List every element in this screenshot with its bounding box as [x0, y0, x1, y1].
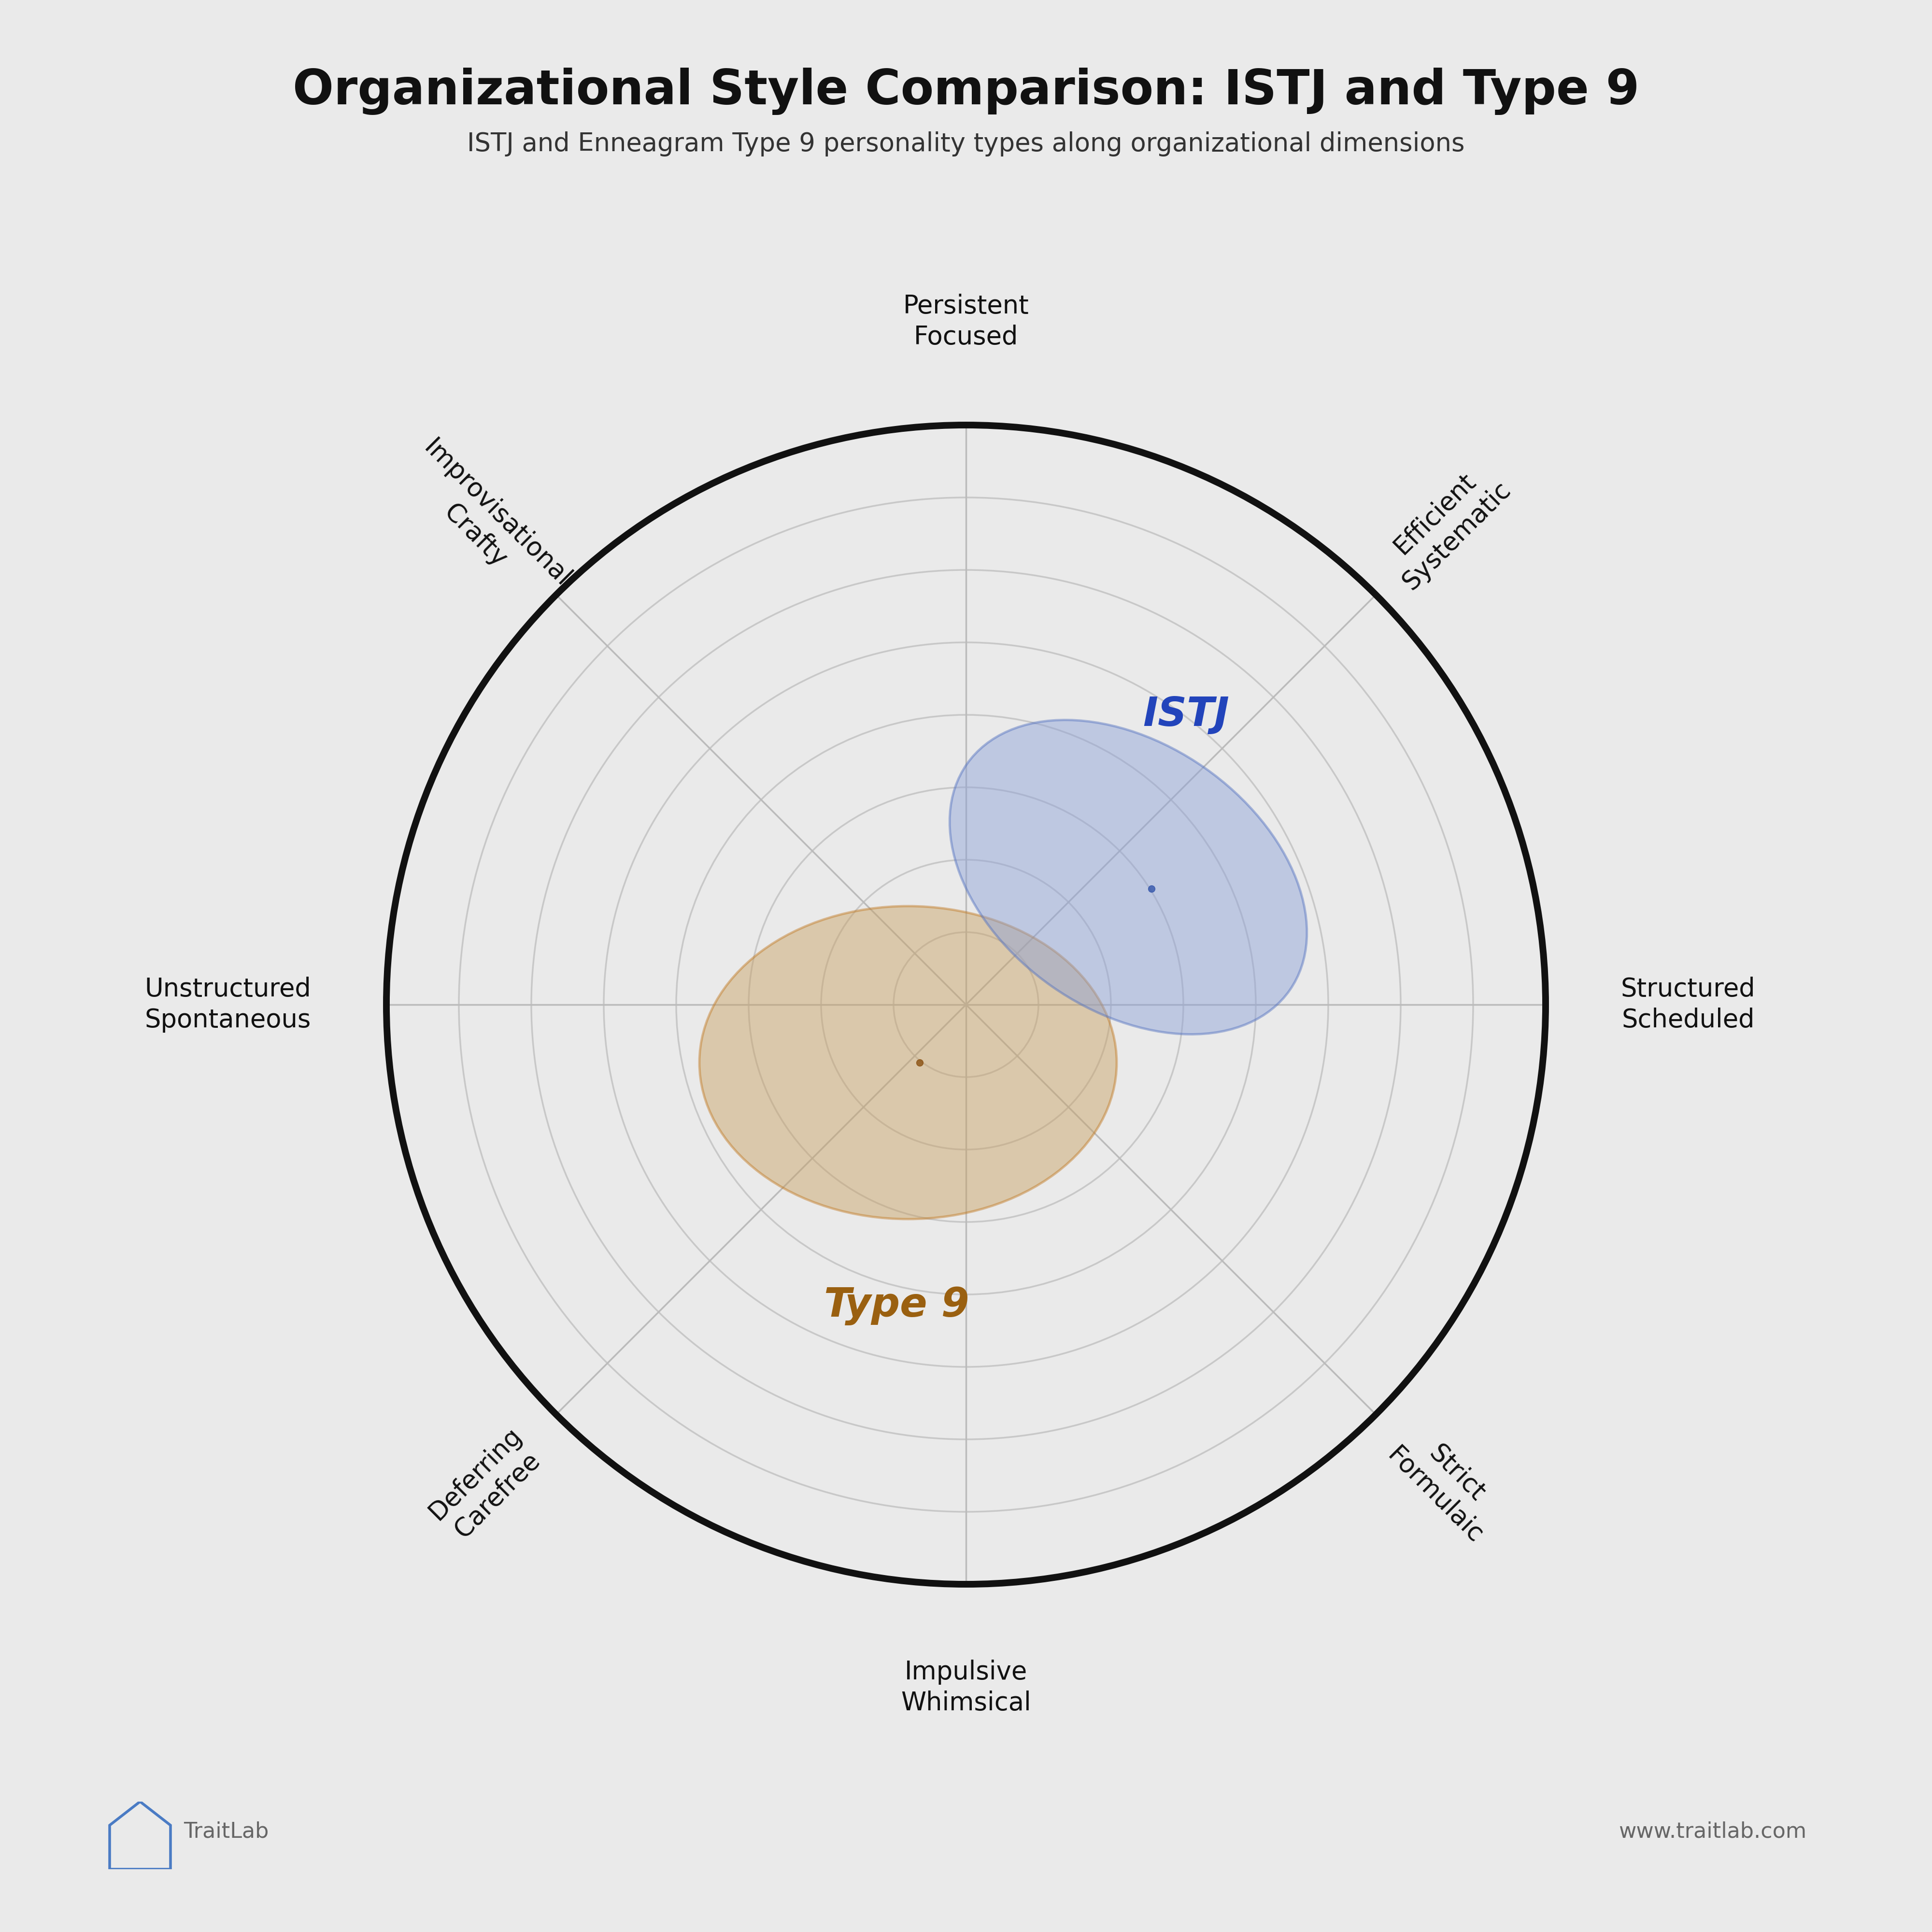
Text: Efficient
Systematic: Efficient Systematic — [1376, 454, 1517, 595]
Text: Improvisational
Crafty: Improvisational Crafty — [396, 435, 576, 614]
Text: Type 9: Type 9 — [823, 1287, 970, 1325]
Text: Strict
Formulaic: Strict Formulaic — [1381, 1420, 1509, 1548]
Text: ISTJ: ISTJ — [1144, 696, 1229, 734]
Text: ISTJ and Enneagram Type 9 personality types along organizational dimensions: ISTJ and Enneagram Type 9 personality ty… — [468, 131, 1464, 156]
Text: Persistent
Focused: Persistent Focused — [902, 294, 1030, 350]
Ellipse shape — [951, 721, 1306, 1034]
Text: Unstructured
Spontaneous: Unstructured Spontaneous — [145, 976, 311, 1034]
Text: Organizational Style Comparison: ISTJ and Type 9: Organizational Style Comparison: ISTJ an… — [292, 68, 1640, 116]
Text: Deferring
Carefree: Deferring Carefree — [423, 1422, 549, 1548]
Text: Structured
Scheduled: Structured Scheduled — [1621, 976, 1756, 1034]
Text: www.traitlab.com: www.traitlab.com — [1619, 1822, 1806, 1841]
Text: Impulsive
Whimsical: Impulsive Whimsical — [900, 1660, 1032, 1716]
Ellipse shape — [699, 906, 1117, 1219]
Text: TraitLab: TraitLab — [184, 1822, 269, 1841]
